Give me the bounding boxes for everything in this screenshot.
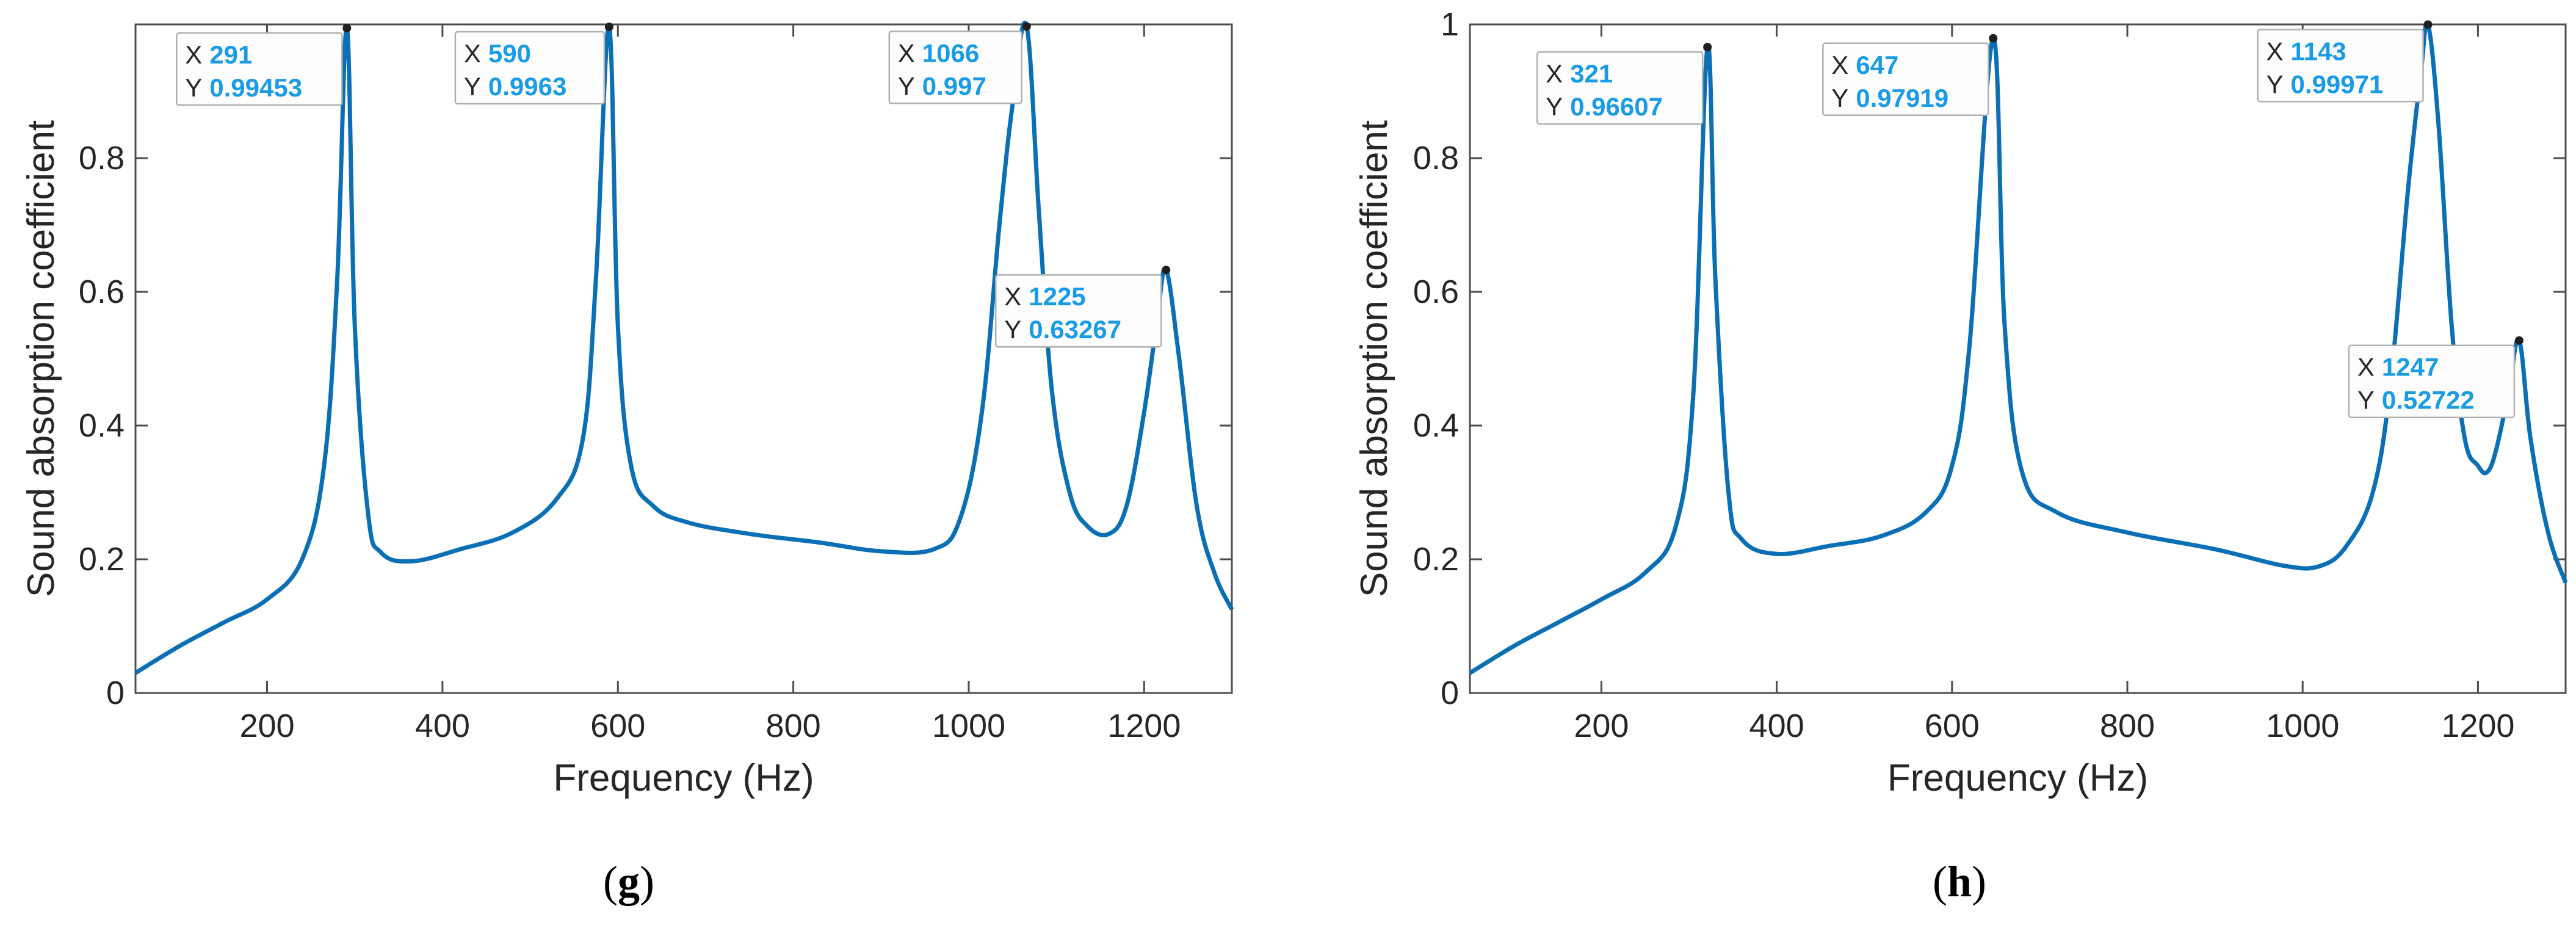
x-axis-title: Frequency (Hz) [553, 757, 814, 799]
datatip-x-key: X [464, 39, 481, 68]
x-tick-label: 600 [1925, 708, 1980, 744]
datatip-y-key: Y [898, 71, 915, 100]
datatip-box [454, 31, 606, 105]
datatip-x-value: 1066 [922, 38, 979, 67]
absorption-curve [1469, 20, 2568, 675]
datatip-x-key: X [1546, 59, 1563, 88]
datatip-box [994, 274, 1162, 348]
x-tick-label: 800 [2100, 708, 2155, 744]
datatip-y-key: Y [2267, 70, 2284, 98]
datatip-y-value: 0.52722 [2382, 386, 2475, 415]
datatip-y-key: Y [464, 72, 481, 101]
datatip-box [2348, 344, 2516, 418]
caption-open-paren: ( [1933, 857, 1947, 906]
x-tick-label: 800 [766, 708, 821, 744]
x-tick-label: 1000 [932, 708, 1005, 744]
datatip-box [1536, 51, 1704, 125]
datatip-x-value: 321 [1570, 59, 1613, 88]
datatip-box [888, 31, 1023, 104]
datatip-x-key: X [2357, 353, 2375, 382]
y-tick-label: 0.2 [1413, 541, 1459, 578]
datatip[interactable]: X 647 Y 0.97919 [1822, 42, 1989, 117]
caption-close-paren: ) [640, 857, 654, 906]
y-tick-label: 0.4 [1413, 407, 1459, 444]
x-tick-label: 200 [1574, 708, 1629, 744]
panel-caption: (g) [603, 857, 654, 906]
peak-marker[interactable] [604, 23, 613, 32]
datatip-x-value: 1247 [2382, 353, 2439, 382]
y-tick-label: 0.8 [1413, 140, 1459, 176]
datatip-x-value: 590 [488, 39, 531, 68]
datatip-y-value: 0.9963 [488, 72, 566, 101]
datatip-box [176, 32, 343, 106]
x-axis-title: Frequency (Hz) [1887, 757, 2148, 799]
peak-marker[interactable] [1989, 34, 1998, 43]
peak-marker[interactable] [342, 23, 352, 32]
datatip-x-key: X [2267, 37, 2284, 65]
datatip-y-key: Y [1004, 315, 1021, 344]
peak-marker[interactable] [1162, 266, 1171, 275]
x-tick-label: 1200 [2441, 708, 2514, 744]
datatip-x-key: X [1831, 51, 1848, 79]
datatip-y-value: 0.63267 [1029, 315, 1121, 344]
datatip-box [2257, 29, 2424, 103]
y-tick-label: 0.6 [79, 274, 125, 310]
caption-letter: g [618, 857, 640, 906]
caption-letter: h [1947, 857, 1972, 906]
peak-marker[interactable] [1703, 43, 1712, 52]
y-tick-label: 0.4 [79, 407, 125, 444]
datatip-y-key: Y [2357, 386, 2375, 415]
y-axis-title: Sound absorption coefficient [20, 120, 62, 597]
datatip-y-value: 0.99971 [2291, 70, 2384, 98]
datatip-x-key: X [185, 40, 202, 69]
plot-frame [1469, 23, 2567, 694]
peak-marker[interactable] [2423, 20, 2433, 29]
y-tick-label: 0 [1441, 675, 1459, 711]
x-tick-label: 400 [1749, 708, 1804, 744]
datatip-y-value: 0.997 [922, 71, 986, 100]
caption-open-paren: ( [603, 857, 618, 906]
datatip-y-key: Y [185, 73, 202, 102]
y-tick-label: 1 [1441, 6, 1459, 43]
chart-panel-h: 200 400 600 800 1000 1200 0 0.2 0.4 0.6 0.8 1 Freque… [1353, 6, 2568, 906]
datatip-y-value: 0.96607 [1570, 92, 1663, 121]
y-tick-label: 0 [106, 675, 125, 711]
datatip-x-key: X [1004, 282, 1021, 311]
absorption-curve [134, 20, 1234, 675]
datatip-y-key: Y [1546, 92, 1563, 121]
datatip-x-value: 1225 [1029, 282, 1085, 311]
datatip-x-key: X [898, 38, 915, 67]
y-axis-title: Sound absorption coefficient [1353, 120, 1395, 597]
datatip-x-value: 1143 [2291, 37, 2346, 65]
x-tick-label: 1000 [2266, 708, 2339, 744]
plot-frame [134, 23, 1233, 694]
datatip-box [1822, 42, 1989, 117]
peak-marker[interactable] [1022, 22, 1031, 31]
datatip-y-value: 0.99453 [209, 73, 302, 102]
datatip-x-value: 647 [1856, 51, 1898, 79]
datatip[interactable]: X 1225 Y 0.63267 [994, 274, 1162, 348]
peak-marker[interactable] [2514, 336, 2524, 345]
y-tick-label: 0.6 [1413, 274, 1459, 310]
chart-panel-g: 200 400 600 800 1000 1200 0 0.2 0.4 0.6 0.8 Frequen… [20, 20, 1234, 906]
caption-close-paren: ) [1972, 857, 1986, 906]
datatip-y-key: Y [1831, 84, 1848, 112]
datatip-x-value: 291 [209, 40, 252, 69]
datatip-y-value: 0.97919 [1856, 84, 1948, 112]
x-tick-label: 1200 [1107, 708, 1181, 744]
x-tick-label: 600 [590, 708, 645, 744]
y-tick-label: 0.8 [79, 140, 125, 176]
x-tick-label: 400 [415, 708, 470, 744]
x-tick-label: 200 [239, 708, 294, 744]
panel-caption: (h) [1933, 857, 1986, 906]
y-tick-label: 0.2 [79, 541, 125, 578]
